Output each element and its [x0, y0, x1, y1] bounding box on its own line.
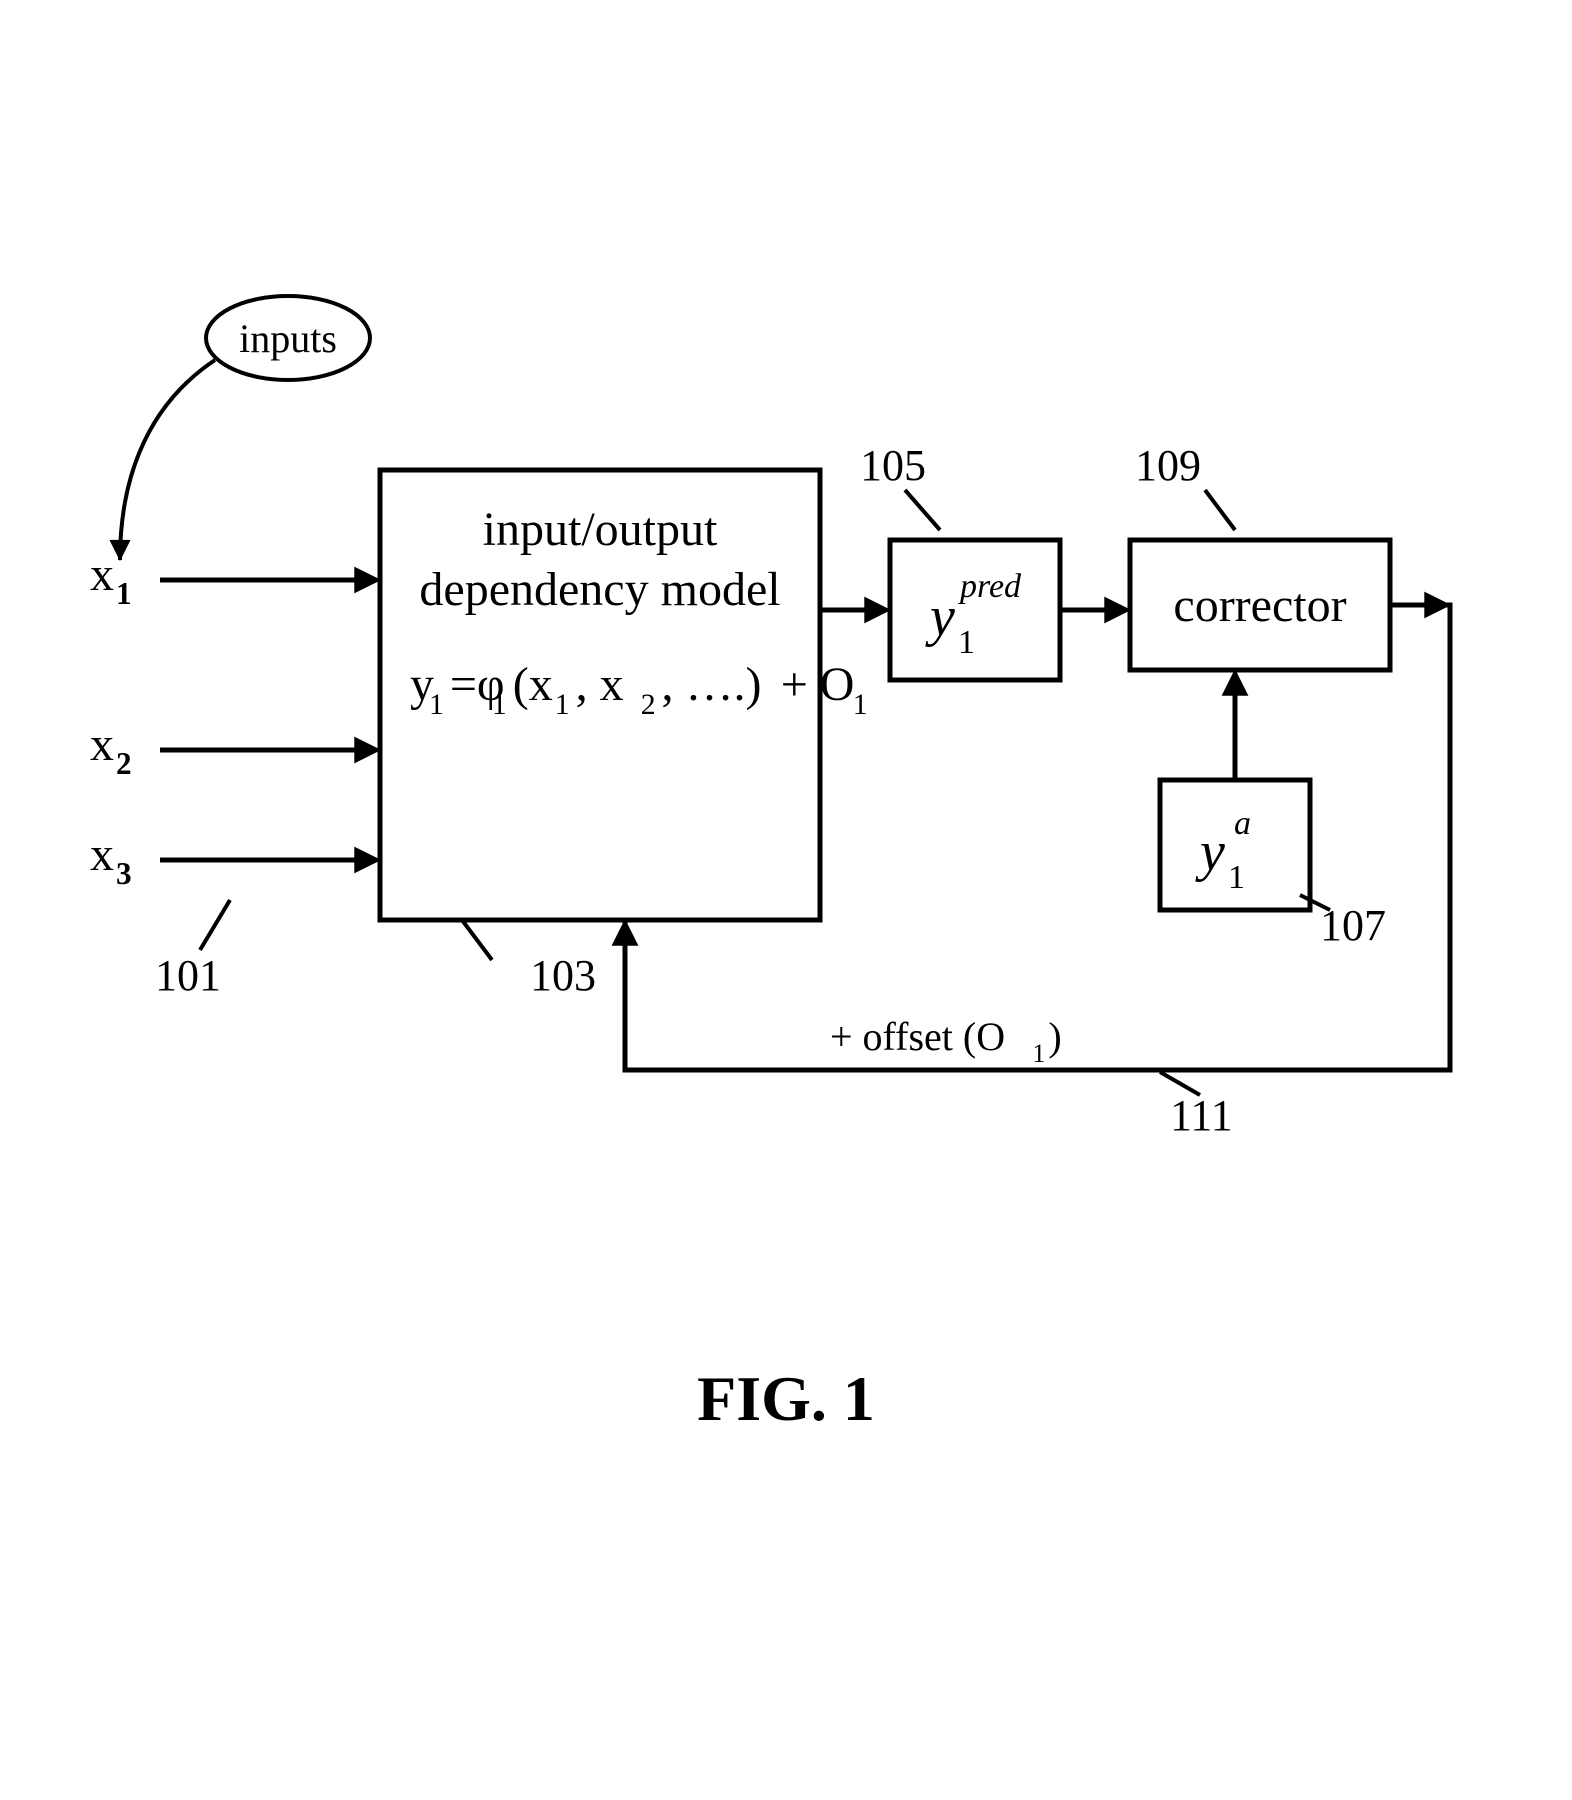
pred-sup: pred	[958, 568, 1022, 605]
signal-x3-label: x	[90, 828, 114, 881]
actual-y: y	[1195, 821, 1225, 883]
signal-x1-sub: 1	[116, 576, 132, 611]
offset-label: + offset (O	[830, 1014, 1005, 1059]
offset-sub: 1	[1032, 1039, 1045, 1068]
ref-107: 107	[1320, 901, 1386, 950]
actual-sub: 1	[1228, 859, 1245, 896]
inputs-pointer	[120, 360, 215, 560]
ref-109-leader	[1205, 490, 1235, 530]
ref-103-leader	[462, 920, 492, 960]
pred-sub: 1	[958, 624, 975, 661]
model-line2: dependency model	[419, 563, 780, 616]
arrowhead	[355, 847, 380, 872]
ref-101: 101	[155, 951, 221, 1000]
pred-box	[890, 540, 1060, 680]
figure-caption: FIG. 1	[697, 1363, 875, 1434]
actual-sup: a	[1234, 805, 1251, 842]
signal-x2-sub: 2	[116, 746, 132, 781]
model-line1: input/output	[483, 503, 718, 556]
arrowhead	[1425, 592, 1450, 617]
svg-text:(x: (x	[513, 658, 553, 711]
svg-text:1: 1	[853, 688, 868, 721]
arrowhead	[1105, 597, 1130, 622]
signal-x3-sub: 3	[116, 856, 132, 891]
signal-x2-label: x	[90, 718, 114, 771]
svg-text:, x: , x	[576, 658, 624, 711]
svg-text:1: 1	[429, 688, 444, 721]
svg-text:, ….): , ….)	[662, 658, 762, 711]
ref-101-leader	[200, 900, 230, 950]
ref-111: 111	[1170, 1091, 1233, 1140]
arrowhead	[355, 737, 380, 762]
svg-text:1: 1	[555, 688, 570, 721]
arrowhead	[355, 567, 380, 592]
signal-x1-label: x	[90, 548, 114, 601]
ref-105: 105	[860, 441, 926, 490]
arrowhead	[865, 597, 890, 622]
arrowhead	[1222, 670, 1247, 695]
svg-text:2: 2	[641, 688, 656, 721]
svg-text:1: 1	[492, 688, 507, 721]
arrowhead	[612, 920, 637, 945]
ref-105-leader	[905, 490, 940, 530]
ref-103: 103	[530, 951, 596, 1000]
corrector-label: corrector	[1173, 579, 1346, 632]
pred-y: y	[925, 586, 955, 648]
offset-close: )	[1048, 1014, 1061, 1059]
ref-109: 109	[1135, 441, 1201, 490]
inputs-label: inputs	[239, 316, 337, 361]
svg-text:+ O: + O	[781, 658, 855, 711]
